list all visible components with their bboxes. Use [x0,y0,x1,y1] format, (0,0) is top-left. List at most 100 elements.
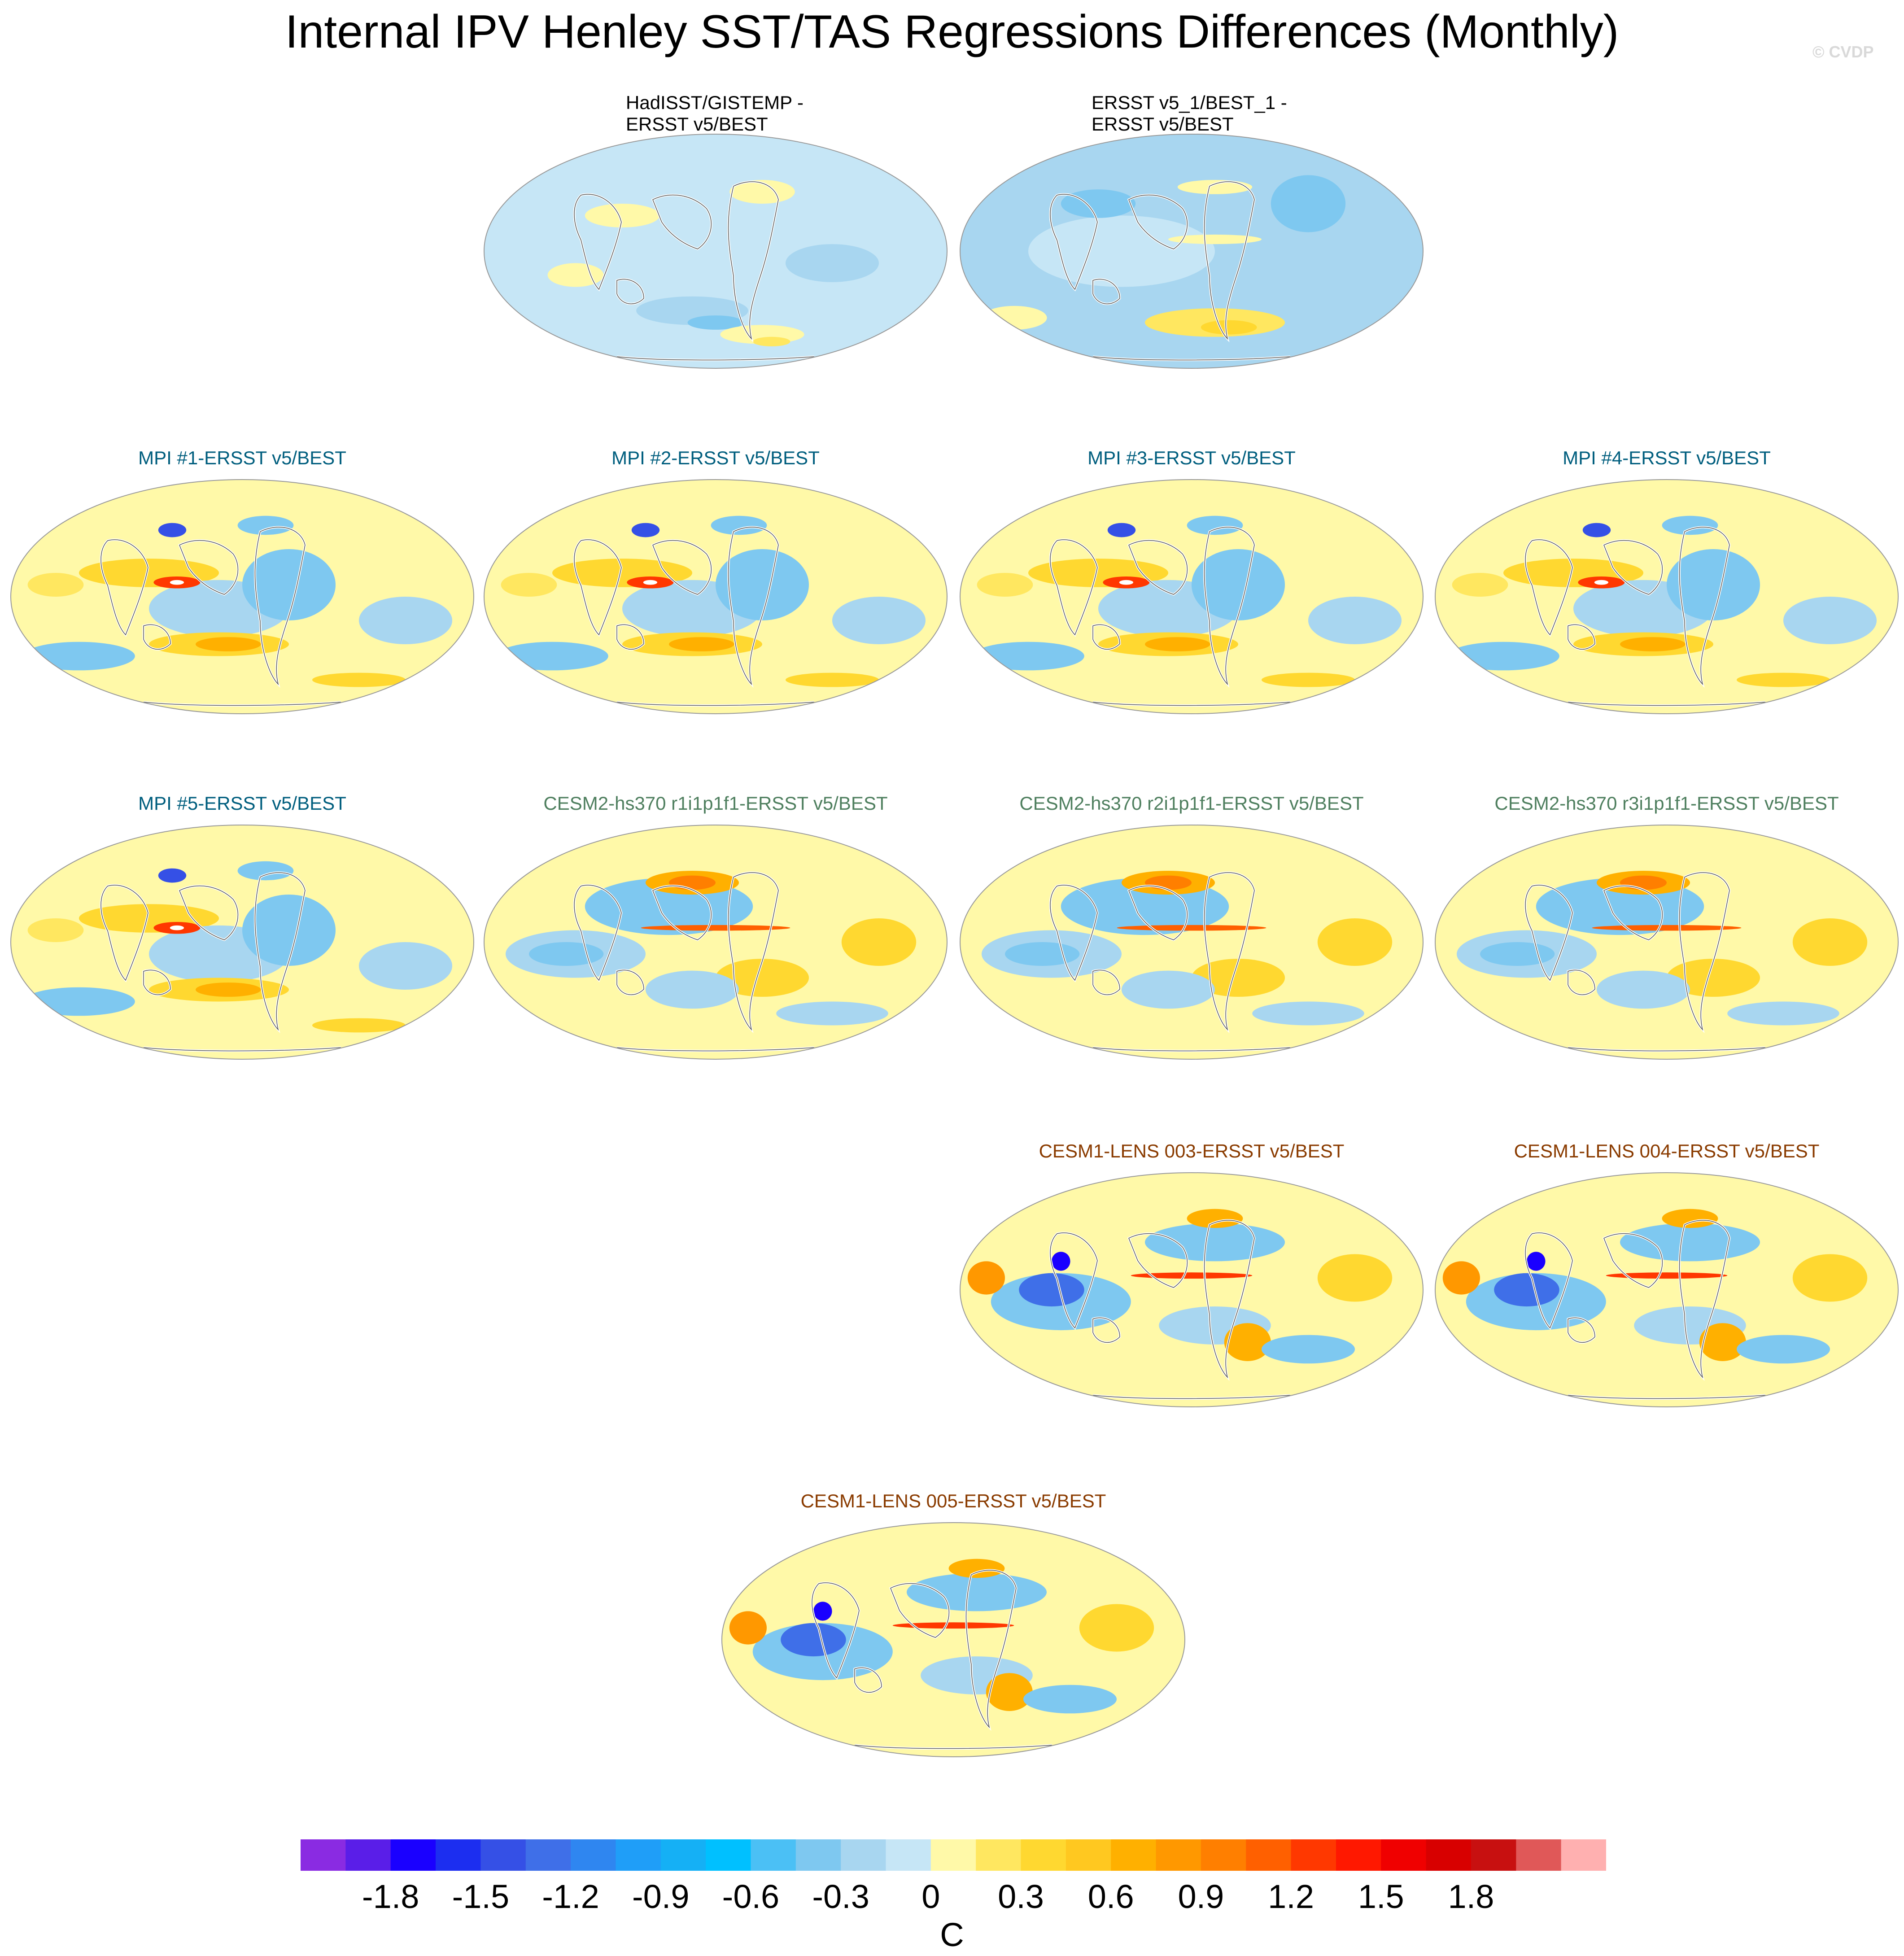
map-anomaly-region [1699,1323,1746,1361]
map-anomaly-region [1119,580,1133,585]
colorbar-tick-label: -1.8 [362,1878,419,1915]
colorbar-swatch [301,1839,346,1871]
colorbar-swatch [1246,1839,1292,1871]
coastline [652,885,712,940]
coastline [652,540,712,595]
colorbar [301,1839,1606,1871]
map-anomaly-region [1308,597,1402,644]
map-anomaly-region [711,515,767,535]
colorbar-tick-label: 0.3 [998,1878,1044,1915]
coastline [1525,539,1573,636]
colorbar-swatch [751,1839,796,1871]
map-anomaly-region [1594,580,1608,585]
coastline [100,885,148,981]
coastline [1603,540,1663,595]
coastline [1204,527,1255,685]
coastline [1092,279,1120,305]
map-anomaly-region [907,1573,1047,1611]
coastline [254,527,306,685]
coastline [728,181,779,340]
map-panel [721,1522,1185,1757]
map-anomaly-region [1061,189,1136,218]
map-anomaly-region [312,672,406,687]
map-anomaly-region [1177,180,1253,194]
colorbar-tick-label: -0.9 [632,1878,690,1915]
map-anomaly-region [1252,1001,1364,1026]
panel-title: CESM2-hs370 r3i1p1f1-ERSST v5/BEST [1494,793,1839,814]
coastline [1050,885,1098,981]
map-panel [960,825,1424,1060]
colorbar-swatch [480,1839,526,1871]
figure-title: Internal IPV Henley SST/TAS Regressions … [285,6,1619,58]
map-anomaly-region [237,861,294,881]
map-anomaly-region [841,918,917,966]
map-anomaly-region [1192,549,1285,620]
map-anomaly-region [1052,1252,1070,1271]
map-anomaly-region [832,597,926,644]
coastline [1568,624,1595,650]
coastline [854,1745,1052,1749]
colorbar-units: C [940,1916,964,1953]
map-anomaly-region [1452,573,1508,597]
coastline [1568,969,1595,995]
coastline [1679,872,1730,1031]
map-anomaly-region [1527,1252,1546,1271]
colorbar-swatch [1201,1839,1246,1871]
map-anomaly-region [972,642,1084,671]
coastline [728,527,779,685]
map-anomaly-region [1783,597,1877,644]
map-panel [960,479,1424,714]
map-anomaly-region [967,1261,1005,1295]
map-anomaly-region [170,580,184,585]
coastline [1092,702,1291,706]
map-anomaly-region [781,1623,846,1657]
map-anomaly-region [729,1611,767,1645]
colorbar-tick-label: 1.2 [1268,1878,1314,1915]
map-anomaly-region [1107,523,1136,537]
map-panel [960,1172,1424,1407]
map-anomaly-region [641,925,790,931]
map-anomaly-region [1168,234,1262,244]
copyright-label: © CVDP [1812,43,1874,61]
map-anomaly-region [977,573,1033,597]
map-border [10,825,474,1060]
map-anomaly-region [312,1018,406,1033]
coastline [143,1047,341,1052]
colorbar-swatch [1516,1839,1562,1871]
colorbar-swatch [886,1839,931,1871]
map-anomaly-region [1480,942,1555,966]
colorbar-swatch [525,1839,571,1871]
map-border [1435,825,1899,1060]
map-anomaly-region [1262,672,1355,687]
map-anomaly-region [786,672,879,687]
map-anomaly-region [1224,1323,1271,1361]
coastline [1679,527,1730,685]
map-anomaly-region [1620,875,1667,890]
coastline [1204,872,1255,1031]
panel-title: CESM1-LENS 005-ERSST v5/BEST [800,1490,1106,1511]
coastline [1050,194,1098,290]
map-anomaly-region [1262,1335,1355,1364]
coastline [1568,1395,1766,1399]
coastline [1568,1317,1595,1343]
colorbar-swatch [571,1839,616,1871]
map-anomaly-region [27,918,84,942]
map-anomaly-region [23,987,135,1016]
coastline [1128,540,1188,595]
map-border [721,1522,1185,1757]
map-anomaly-region [529,942,604,966]
map-anomaly-region [1117,925,1266,931]
map-panel [1435,479,1899,714]
map-anomaly-region [1792,918,1868,966]
panel-title: MPI #1-ERSST v5/BEST [138,447,346,468]
coastline [854,1667,882,1693]
panel-title: CESM2-hs370 r2i1p1f1-ERSST v5/BEST [1019,793,1364,814]
panel-title: CESM1-LENS 004-ERSST v5/BEST [1514,1140,1820,1161]
map-anomaly-region [1620,637,1686,651]
map-anomaly-region [786,244,879,282]
map-anomaly-region [1737,1335,1830,1364]
map-anomaly-region [1122,970,1215,1009]
coastline [179,540,239,595]
map-border [1435,479,1899,714]
colorbar-swatch [1066,1839,1111,1871]
